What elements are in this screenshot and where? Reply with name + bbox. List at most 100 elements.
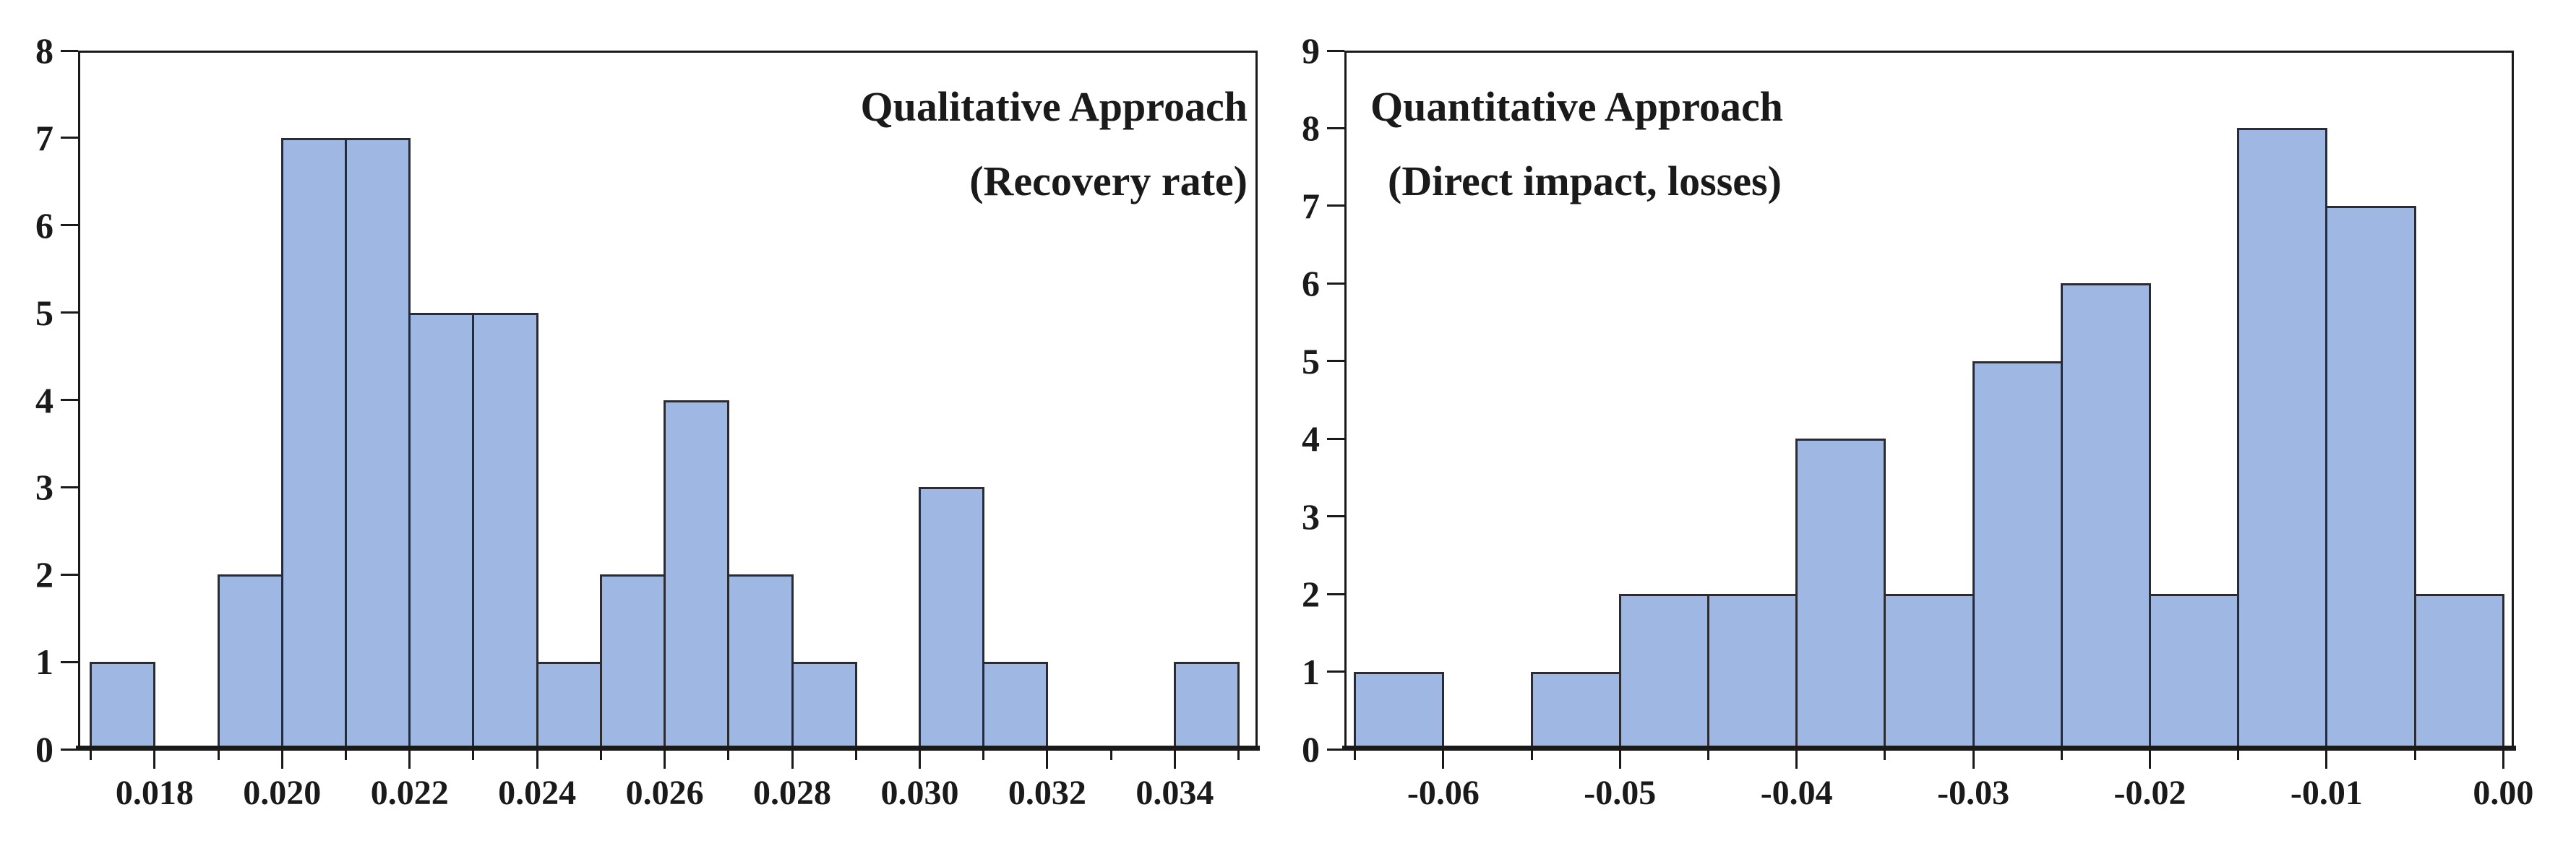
x-major-tick [2502,751,2504,769]
y-tick-label: 8 [35,30,53,71]
y-tick [61,748,78,751]
y-tick-label: 3 [1302,496,1320,537]
y-tick-label: 2 [35,554,53,595]
histogram-bar [536,662,602,749]
x-major-tick [918,751,921,769]
x-axis-line [1342,746,2516,751]
x-minor-tick [1706,751,1709,760]
y-tick-label: 6 [35,204,53,246]
x-tick-label: -0.01 [2290,774,2363,812]
y-tick-label: 2 [1302,574,1320,615]
histogram-bar [1530,671,1621,749]
x-minor-tick [90,751,93,760]
x-major-tick [153,751,156,769]
x-tick-label: 0.028 [753,774,832,812]
y-tick-label: 4 [1302,418,1320,460]
x-major-tick [2325,751,2328,769]
y-tick [1327,592,1344,595]
x-major-tick [2149,751,2151,769]
x-tick-label: 0.00 [2473,774,2534,812]
chart-title: Quantitative Approach (Direct impact, lo… [1370,69,1783,218]
y-tick-label: 8 [1302,108,1320,149]
y-tick-label: 5 [35,292,53,333]
y-tick-label: 1 [1302,651,1320,692]
x-minor-tick [2060,751,2063,760]
y-tick-label: 7 [1302,185,1320,226]
histogram-bar [1884,594,1975,749]
x-axis-line [76,746,1260,751]
y-tick-label: 1 [35,642,53,683]
x-minor-tick [1354,751,1357,760]
histogram-bar [345,137,411,749]
histogram-bar [408,312,475,749]
y-tick [1327,670,1344,673]
histogram-bar [1173,662,1240,749]
y-tick [61,486,78,488]
histogram-bar [2413,594,2504,749]
y-tick [61,311,78,314]
y-tick [1327,748,1344,751]
histogram-bar [791,662,857,749]
x-major-tick [280,751,283,769]
histogram-bar [1354,671,1445,749]
x-tick-label: -0.03 [1937,774,2010,812]
y-tick-label: 9 [1302,30,1320,71]
histogram-panel-quantitative: Quantitative Approach (Direct impact, lo… [1302,30,2533,811]
x-tick-label: 0.020 [243,774,322,812]
x-major-tick [664,751,666,769]
histogram-bar [472,312,538,749]
x-minor-tick [1884,751,1886,760]
x-major-tick [1618,751,1621,769]
x-minor-tick [217,751,220,760]
x-tick-label: -0.06 [1407,774,1480,812]
x-major-tick [1795,751,1798,769]
histogram-bar [217,574,283,749]
x-tick-label: -0.05 [1584,774,1657,812]
x-minor-tick [599,751,602,760]
histogram-bar [2325,205,2416,749]
x-minor-tick [1237,751,1240,760]
chart-subtitle-text: (Recovery rate) [969,158,1248,204]
y-tick [1327,204,1344,207]
histogram-bar [1618,594,1709,749]
x-tick-label: 0.032 [1008,774,1086,812]
x-major-tick [536,751,538,769]
y-tick [61,399,78,401]
histogram-bar [2149,594,2240,749]
x-tick-label: 0.026 [625,774,704,812]
y-tick-label: 5 [1302,340,1320,381]
chart-title: Qualitative Approach (Recovery rate) [861,69,1248,218]
y-tick [61,49,78,52]
histogram-bar [1795,439,1886,749]
histogram-bar [982,662,1049,749]
y-tick-label: 6 [1302,263,1320,304]
x-tick-label: -0.04 [1760,774,1833,812]
y-tick [61,573,78,576]
x-minor-tick [727,751,730,760]
chart-subtitle-text: (Direct impact, losses) [1388,158,1782,204]
x-minor-tick [345,751,347,760]
x-major-tick [408,751,411,769]
histogram-bar [2060,283,2151,749]
y-tick-label: 0 [1302,729,1320,769]
x-minor-tick [854,751,857,760]
y-tick [1327,437,1344,440]
x-tick-label: 0.022 [370,774,449,812]
x-minor-tick [1109,751,1112,760]
histogram-panel-qualitative: Qualitative Approach (Recovery rate) 0.0… [35,30,1260,811]
histogram-bar [664,400,730,749]
x-major-tick [1046,751,1049,769]
histogram-bar [1706,594,1798,749]
y-tick [61,660,78,663]
y-tick [61,137,78,139]
y-tick [1327,282,1344,285]
histogram-bar [280,137,347,749]
y-tick [1327,515,1344,518]
histogram-bar [918,487,985,749]
y-tick [1327,126,1344,129]
y-tick [61,224,78,227]
x-tick-label: 0.018 [115,774,194,812]
x-minor-tick [1530,751,1533,760]
y-tick-label: 3 [35,467,53,508]
x-major-tick [1972,751,1975,769]
